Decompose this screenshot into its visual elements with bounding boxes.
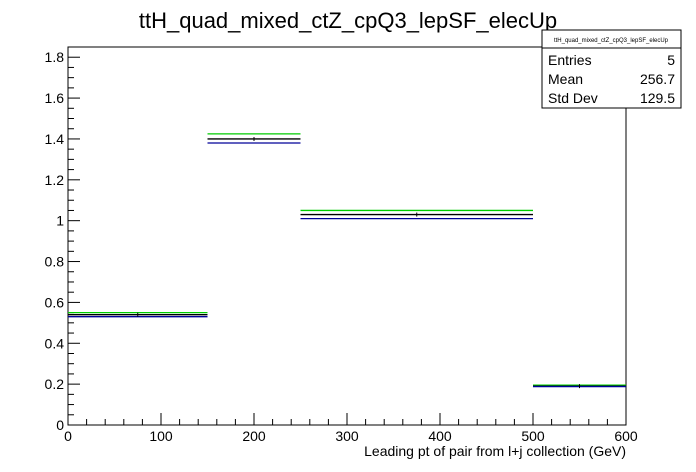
- x-tick-label: 100: [149, 428, 173, 444]
- stats-stddev-label: Std Dev: [548, 90, 598, 106]
- stats-mean-label: Mean: [548, 71, 583, 87]
- y-tick-label: 0: [56, 417, 64, 433]
- y-tick-label: 1.4: [45, 131, 65, 147]
- y-tick-label: 1.6: [45, 90, 65, 106]
- stats-entries-label: Entries: [548, 52, 592, 68]
- histogram-series-0: [68, 134, 626, 385]
- stats-box: ttH_quad_mixed_ctZ_cpQ3_lepSF_elecUp Ent…: [542, 30, 681, 108]
- x-axis-label: Leading pt of pair from l+j collection (…: [364, 443, 626, 459]
- x-tick-label: 500: [521, 428, 545, 444]
- histogram-series-2: [68, 143, 626, 387]
- stats-box-title: ttH_quad_mixed_ctZ_cpQ3_lepSF_elecUp: [554, 38, 669, 44]
- y-tick-label: 0.2: [45, 376, 65, 392]
- x-tick-label: 300: [335, 428, 359, 444]
- histogram-series: [68, 134, 626, 388]
- y-tick-label: 1.8: [45, 49, 65, 65]
- stats-entries-value: 5: [667, 52, 675, 68]
- x-tick-label: 600: [614, 428, 638, 444]
- chart-title: ttH_quad_mixed_ctZ_cpQ3_lepSF_elecUp: [139, 8, 557, 33]
- y-tick-label: 0.4: [45, 335, 65, 351]
- stats-mean-value: 256.7: [640, 71, 675, 87]
- x-tick-label: 0: [64, 428, 72, 444]
- y-tick-label: 1.2: [45, 172, 65, 188]
- x-tick-label: 400: [428, 428, 452, 444]
- x-axis: 0 100 200 300 400 500 600: [64, 413, 638, 444]
- histogram-series-1: [68, 139, 626, 386]
- y-tick-label: 0.8: [45, 254, 65, 270]
- y-tick-label: 0.6: [45, 294, 65, 310]
- stats-stddev-value: 129.5: [640, 90, 675, 106]
- y-axis: 0 0.2 0.4 0.6 0.8 1 1.2 1.4 1.6 1.8: [45, 47, 80, 433]
- x-tick-label: 200: [242, 428, 266, 444]
- y-tick-label: 1: [56, 213, 64, 229]
